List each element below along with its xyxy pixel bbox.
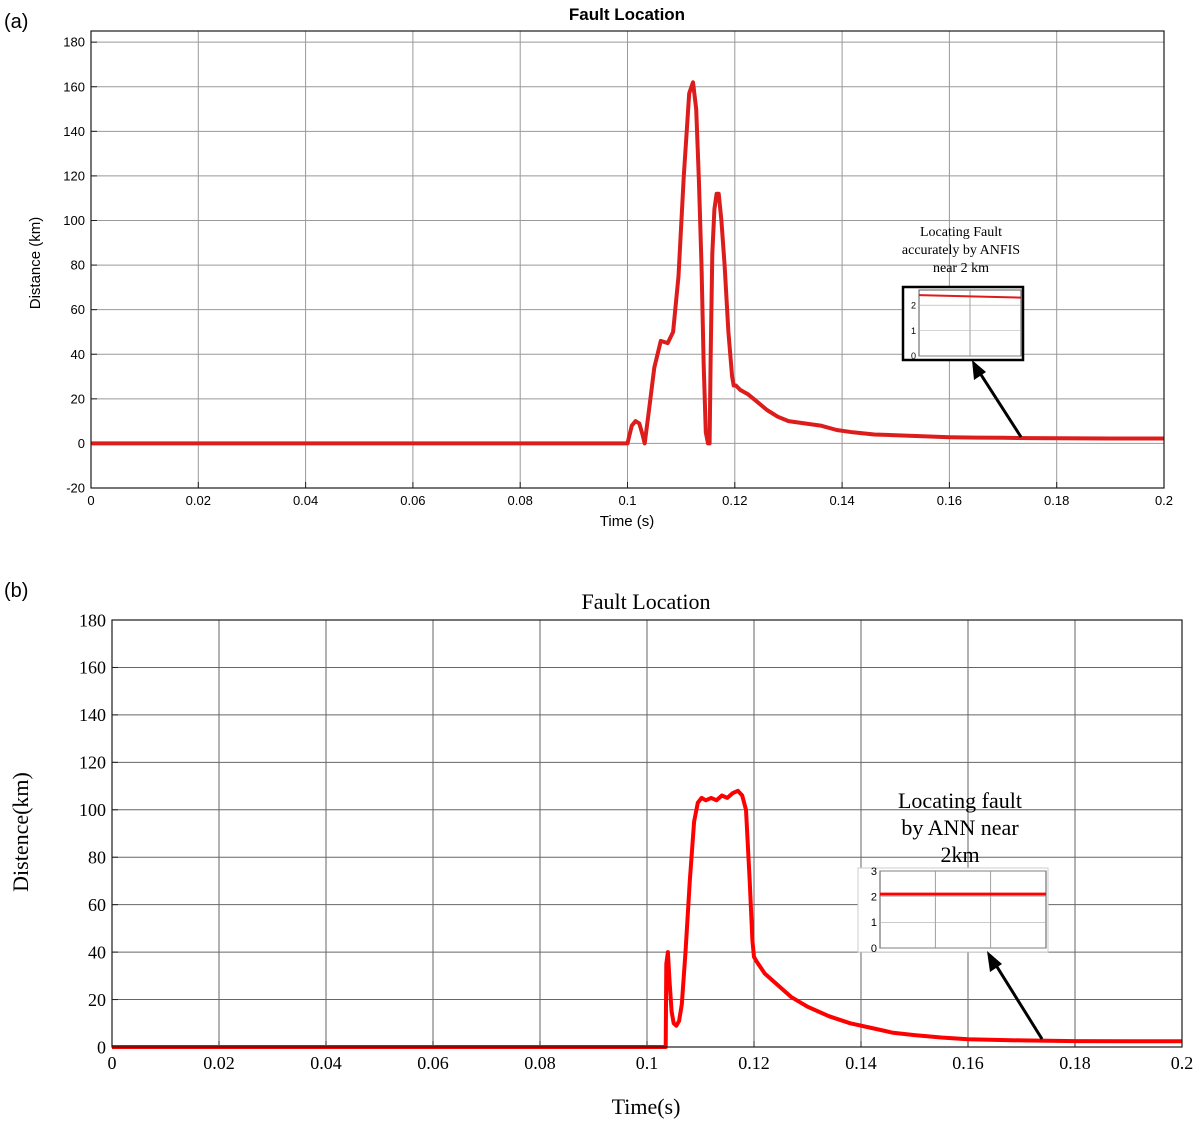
panel-b-grid xyxy=(111,619,1183,1048)
arrow-a-head xyxy=(972,360,986,380)
y-tick-label: 40 xyxy=(88,942,106,962)
y-tick-label: 140 xyxy=(63,124,85,139)
inset-series-line xyxy=(918,294,1022,299)
y-tick-label: 140 xyxy=(79,705,106,725)
y-tick-label: 180 xyxy=(79,610,106,630)
panel-a-label: (a) xyxy=(4,11,28,33)
x-tick-label: 0.1 xyxy=(618,493,636,508)
x-tick-label: 0.08 xyxy=(524,1053,556,1073)
y-tick-label: 100 xyxy=(63,213,85,228)
x-tick-label: 0.04 xyxy=(310,1053,342,1073)
y-tick-label: 0 xyxy=(78,436,85,451)
panel-b: (b) Fault Location 020406080100120140160… xyxy=(4,580,1193,1119)
annotation-b-line-3: 2km xyxy=(940,842,979,867)
panel-a-y-tick-labels: -20 0 20 40 60 80 100 120 140 160 180 xyxy=(63,35,85,496)
panel-a: (a) Fault Location -20020406080100120140… xyxy=(4,5,1173,530)
y-tick-label: 60 xyxy=(71,302,85,317)
panel-b-x-tick-labels: 0 0.02 0.04 0.06 0.08 0.1 0.12 0.14 0.16 0.18 0.2 xyxy=(108,1053,1194,1073)
panel-a-x-axis-label: Time (s) xyxy=(600,513,654,530)
y-tick-label: 20 xyxy=(88,990,106,1010)
x-tick-label: 0.12 xyxy=(722,493,747,508)
y-tick-label: 160 xyxy=(79,658,106,678)
panel-b-series-line xyxy=(112,788,1182,1049)
inset-y-tick-label: 3 xyxy=(871,866,877,878)
panel-a-inset: 2 1 0 xyxy=(901,285,1025,362)
y-tick-label: 40 xyxy=(71,347,85,362)
x-tick-label: 0.08 xyxy=(508,493,533,508)
x-tick-label: 0.16 xyxy=(952,1053,984,1073)
panel-a-plot-frame xyxy=(90,30,1165,489)
y-tick-label: -20 xyxy=(66,481,85,496)
y-tick-label: 0 xyxy=(97,1037,106,1057)
inset-y-tick-label: 1 xyxy=(871,917,877,929)
panel-a-title: Fault Location xyxy=(569,5,685,24)
inset-frame xyxy=(857,867,1049,953)
x-tick-label: 0.1 xyxy=(636,1053,659,1073)
panel-a-annotation: Locating Fault accurately by ANFIS near … xyxy=(902,225,1020,276)
inset-y-tick-label: 1 xyxy=(911,326,916,336)
panel-a-series-line xyxy=(91,80,1164,446)
panel-b-y-axis-label: Distence(km) xyxy=(8,772,33,892)
panel-b-annotation: Locating fault by ANN near 2km xyxy=(898,788,1022,867)
annotation-b-line-2: by ANN near xyxy=(901,815,1019,840)
inset-y-tick-label: 0 xyxy=(871,943,877,955)
x-tick-label: 0.12 xyxy=(738,1053,770,1073)
arrow-b-shaft xyxy=(992,961,1044,1040)
x-tick-label: 0 xyxy=(108,1053,117,1073)
inset-y-tick-label: 0 xyxy=(911,351,916,361)
panel-b-arrow xyxy=(987,951,1044,1040)
inset-y-tick-label: 2 xyxy=(871,892,877,904)
annotation-a-line-2: accurately by ANFIS xyxy=(902,243,1020,258)
arrow-b-head xyxy=(987,951,1002,972)
x-tick-label: 0.02 xyxy=(186,493,211,508)
x-tick-label: 0.06 xyxy=(400,493,425,508)
x-tick-label: 0.18 xyxy=(1044,493,1069,508)
x-tick-label: 0.2 xyxy=(1171,1053,1194,1073)
y-tick-label: 20 xyxy=(71,391,85,406)
y-tick-label: 180 xyxy=(63,35,85,50)
y-tick-label: 80 xyxy=(88,848,106,868)
panel-b-y-tick-labels: 0 20 40 60 80 100 120 140 160 180 xyxy=(79,610,106,1057)
x-tick-label: 0.14 xyxy=(845,1053,877,1073)
y-tick-label: 120 xyxy=(63,168,85,183)
annotation-a-line-1: Locating Fault xyxy=(920,225,1002,240)
inset-frame xyxy=(901,285,1025,362)
y-tick-label: 120 xyxy=(79,753,106,773)
x-tick-label: 0.06 xyxy=(417,1053,449,1073)
annotation-a-line-3: near 2 km xyxy=(933,261,989,276)
inset-y-tick-label: 2 xyxy=(911,300,916,310)
panel-b-title: Fault Location xyxy=(582,589,711,614)
x-tick-label: 0.18 xyxy=(1059,1053,1091,1073)
x-tick-label: 0.02 xyxy=(203,1053,235,1073)
panel-b-plot-frame xyxy=(111,619,1183,1048)
x-tick-label: 0.14 xyxy=(829,493,854,508)
panel-a-grid xyxy=(90,31,1165,489)
panel-b-x-axis-label: Time(s) xyxy=(612,1094,681,1119)
panel-a-x-tick-labels: 0 0.02 0.04 0.06 0.08 0.1 0.12 0.14 0.16 0.18 0.2 xyxy=(87,493,1173,508)
panel-b-inset: 3 2 1 0 xyxy=(857,866,1049,955)
x-tick-label: 0.2 xyxy=(1155,493,1173,508)
x-tick-label: 0.04 xyxy=(293,493,318,508)
y-tick-label: 100 xyxy=(79,800,106,820)
panel-a-arrow xyxy=(972,360,1023,438)
x-tick-label: 0.16 xyxy=(937,493,962,508)
y-tick-label: 160 xyxy=(63,79,85,94)
panel-a-y-axis-label: Distance (km) xyxy=(27,217,44,310)
y-tick-label: 80 xyxy=(71,258,85,273)
annotation-b-line-1: Locating fault xyxy=(898,788,1022,813)
arrow-a-shaft xyxy=(976,369,1023,438)
y-tick-label: 60 xyxy=(88,895,106,915)
panel-b-label: (b) xyxy=(4,580,28,602)
x-tick-label: 0 xyxy=(87,493,94,508)
